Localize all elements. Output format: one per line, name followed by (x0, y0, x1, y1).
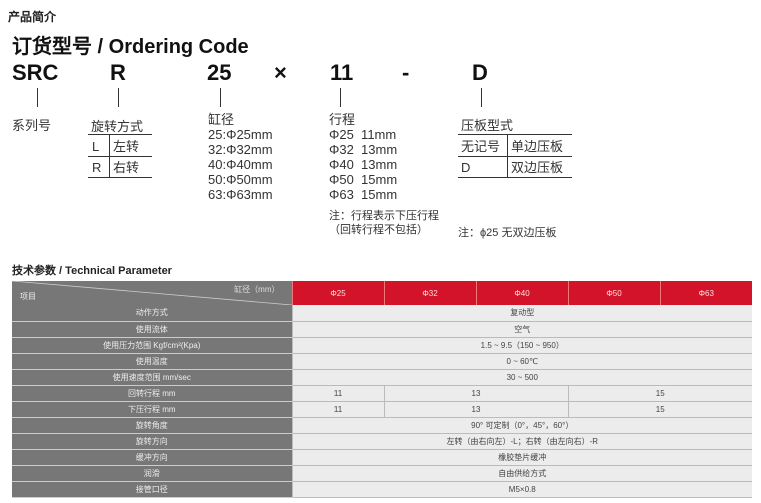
rotation-code: L (92, 139, 100, 154)
table-row: 下压行程 mm 11 13 15 (12, 401, 752, 418)
rotation-desc: 右转 (113, 160, 140, 175)
plate-label: 压板型式 (461, 118, 514, 133)
code-dash: - (402, 60, 410, 85)
connector-line (340, 88, 341, 107)
code-stroke: 11 (330, 60, 354, 85)
code-series: SRC (12, 60, 59, 85)
plate-note: 注：ϕ25 无双边压板 (458, 227, 557, 239)
plate-code: D (461, 160, 471, 175)
rotation-code: R (92, 160, 102, 175)
row-label: 缓冲方向 (12, 449, 292, 466)
code-plate: D (472, 60, 488, 85)
row-value: 橡胶垫片缓冲 (291, 449, 752, 466)
row-value: 自由供给方式 (291, 465, 752, 482)
bore-item: 40:Φ40mm (208, 157, 273, 172)
bore-item: 25:Φ25mm (208, 127, 273, 142)
connector-line (220, 88, 221, 107)
row-value: 15 (567, 401, 752, 418)
size-header: Φ32 (383, 281, 476, 305)
plate-code: 无记号 (461, 139, 501, 154)
row-label: 使用压力范围 Kgf/cm²(Kpa) (12, 337, 292, 354)
row-value: 0 ~ 60℃ (291, 353, 752, 370)
size-header: Φ63 (659, 281, 752, 305)
row-value: 30 ~ 500 (291, 369, 752, 386)
table-row: 接管口径 M5×0.8 (12, 481, 752, 498)
connector-line (37, 88, 38, 107)
stroke-label: 行程 (329, 112, 356, 127)
row-value: M5×0.8 (291, 481, 752, 498)
bore-label: 缸径 (208, 112, 235, 127)
table-row: 使用流体 空气 (12, 321, 752, 338)
row-value: 11 (291, 401, 384, 418)
tech-table: 缸径（mm） 项目 Φ25 Φ32 Φ40 Φ50 Φ63 动作方式 复动型 使用… (12, 281, 752, 498)
row-label: 旋转方向 (12, 433, 292, 450)
row-label: 使用流体 (12, 321, 292, 338)
table-row: 旋转方向 左转（由右向左）-L；右转（由左向右）-R (12, 433, 752, 450)
row-label: 使用速度范围 mm/sec (12, 369, 292, 386)
row-value: 左转（由右向左）-L；右转（由左向右）-R (291, 433, 752, 450)
bore-item: 50:Φ50mm (208, 172, 273, 187)
table-row: 动作方式 复动型 (12, 305, 752, 322)
row-value: 1.5 ~ 9.5（150 ~ 950） (291, 337, 752, 354)
table-row: 旋转角度 90° 可定制（0°，45°，60°） (12, 417, 752, 434)
row-label: 动作方式 (12, 305, 292, 322)
row-label: 下压行程 mm (12, 401, 292, 418)
row-value: 15 (567, 385, 752, 402)
corner-header: 缸径（mm） 项目 (12, 281, 292, 305)
stroke-item: Φ50 15mm (329, 172, 398, 187)
table-row: 使用压力范围 Kgf/cm²(Kpa) 1.5 ~ 9.5（150 ~ 950） (12, 337, 752, 354)
size-header: Φ25 (291, 281, 384, 305)
page-title: 订货型号 / Ordering Code (12, 36, 249, 58)
table-row: 回转行程 mm 11 13 15 (12, 385, 752, 402)
size-header: Φ50 (567, 281, 660, 305)
bore-item: 32:Φ32mm (208, 142, 273, 157)
stroke-item: Φ40 13mm (329, 157, 398, 172)
row-value: 13 (383, 401, 568, 418)
stroke-note: 注：行程表示下压行程 (329, 210, 439, 222)
row-label: 回转行程 mm (12, 385, 292, 402)
row-value: 复动型 (291, 305, 752, 322)
stroke-note: （回转行程不包括） (329, 224, 428, 236)
connector-line (481, 88, 482, 107)
connector-line (118, 88, 119, 107)
row-value: 11 (291, 385, 384, 402)
corner-top: 缸径（mm） (234, 285, 280, 294)
table-row: 使用温度 0 ~ 60℃ (12, 353, 752, 370)
table-row: 缓冲方向 橡胶垫片缓冲 (12, 449, 752, 466)
row-label: 润滑 (12, 465, 292, 482)
code-times: × (274, 60, 287, 85)
rotation-desc: 左转 (113, 139, 140, 154)
stroke-item: Φ63 15mm (329, 187, 398, 202)
table-row: 使用速度范围 mm/sec 30 ~ 500 (12, 369, 752, 386)
code-bore: 25 (207, 60, 232, 85)
bore-item: 63:Φ63mm (208, 187, 273, 202)
section-title: 产品简介 (8, 10, 57, 24)
tech-title: 技术参数 / Technical Parameter (12, 265, 172, 277)
stroke-item: Φ32 13mm (329, 142, 398, 157)
row-label: 接管口径 (12, 481, 292, 498)
stroke-item: Φ25 11mm (329, 127, 397, 142)
row-label: 旋转角度 (12, 417, 292, 434)
series-label: 系列号 (12, 118, 52, 133)
row-label: 使用温度 (12, 353, 292, 370)
rotation-label: 旋转方式 (91, 119, 144, 134)
row-value: 空气 (291, 321, 752, 338)
row-value: 13 (383, 385, 568, 402)
code-rotation: R (110, 60, 126, 85)
row-value: 90° 可定制（0°，45°，60°） (291, 417, 752, 434)
plate-desc: 单边压板 (511, 139, 564, 154)
table-row: 润滑 自由供给方式 (12, 465, 752, 482)
plate-desc: 双边压板 (511, 160, 564, 175)
size-header: Φ40 (475, 281, 568, 305)
corner-bottom: 项目 (20, 292, 36, 301)
